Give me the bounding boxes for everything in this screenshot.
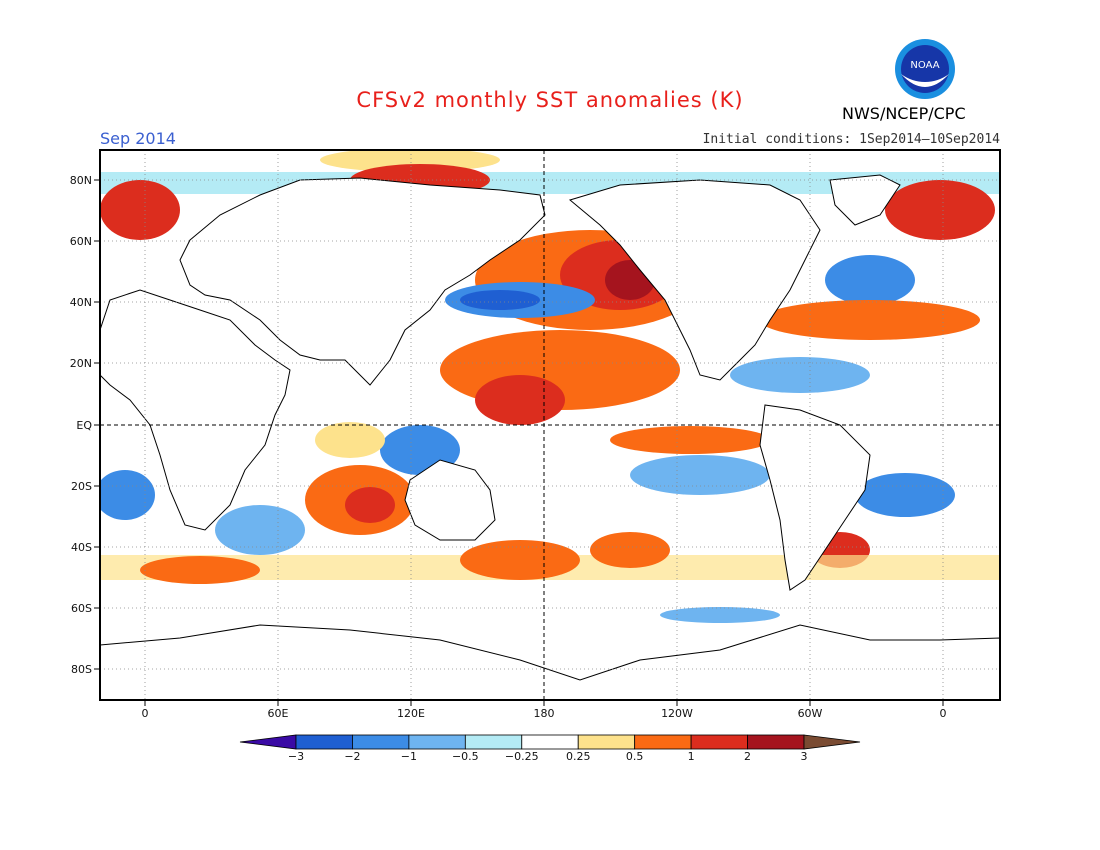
colorbar-swatch <box>634 734 692 750</box>
lat-label: 60S <box>71 602 92 615</box>
lat-label: 80N <box>70 174 92 187</box>
colorbar-label: 3 <box>801 750 808 763</box>
continent-antarctica <box>100 624 1000 700</box>
colorbar-label: −1 <box>401 750 417 763</box>
lon-label: 60W <box>798 707 823 720</box>
forecast-month: Sep 2014 <box>100 129 176 148</box>
svg-text:NOAA: NOAA <box>910 60 939 71</box>
continent-australia <box>404 459 496 541</box>
continent-south-america <box>759 404 871 591</box>
colorbar-swatch <box>295 734 353 750</box>
lon-label: 120W <box>661 707 693 720</box>
colorbar: −3 −2 −1 −0.5 −0.25 0.25 0.5 1 2 3 <box>239 734 861 763</box>
colorbar-swatch <box>577 734 636 750</box>
continent-north-america <box>568 179 821 381</box>
colorbar-label: −2 <box>344 750 360 763</box>
agency-label: NWS/NCEP/CPC <box>842 104 966 123</box>
colorbar-swatch <box>352 734 410 750</box>
continent-greenland <box>829 174 901 226</box>
lat-label: 80S <box>71 663 92 676</box>
colorbar-label: −0.5 <box>452 750 479 763</box>
reference-lines <box>100 150 1000 700</box>
colorbar-label: 1 <box>688 750 695 763</box>
land-masses <box>100 174 1000 700</box>
colorbar-label: 2 <box>744 750 751 763</box>
lat-label: 20N <box>70 357 92 370</box>
lat-label: 40S <box>71 541 92 554</box>
lat-label: 20S <box>71 480 92 493</box>
continent-eurasia <box>179 177 546 386</box>
lon-label: 60E <box>268 707 289 720</box>
initial-conditions: Initial conditions: 1Sep2014—10Sep2014 <box>702 132 1000 147</box>
colorbar-swatch <box>747 734 805 750</box>
colorbar-label: 0.5 <box>626 750 644 763</box>
lat-label: 60N <box>70 235 92 248</box>
colorbar-min-arrow <box>239 734 297 750</box>
lon-label: 120E <box>397 707 425 720</box>
colorbar-swatch <box>521 734 579 750</box>
colorbar-label: −3 <box>288 750 304 763</box>
continent-africa-europe <box>100 289 291 531</box>
colorbar-swatch <box>464 734 523 750</box>
colorbar-max-arrow <box>803 734 861 750</box>
lat-label: 40N <box>70 296 92 309</box>
lon-label: 180 <box>534 707 555 720</box>
map-title: CFSv2 monthly SST anomalies (K) <box>356 88 744 112</box>
lat-label: EQ <box>76 419 92 432</box>
noaa-logo-icon: NOAA <box>895 39 955 99</box>
longitude-axis <box>144 700 944 706</box>
colorbar-swatch <box>690 734 748 750</box>
lon-label: 0 <box>142 707 149 720</box>
colorbar-swatch <box>408 734 466 750</box>
colorbar-label: −0.25 <box>505 750 539 763</box>
colorbar-label: 0.25 <box>566 750 591 763</box>
latitude-axis <box>94 179 100 670</box>
lon-label: 0 <box>940 707 947 720</box>
